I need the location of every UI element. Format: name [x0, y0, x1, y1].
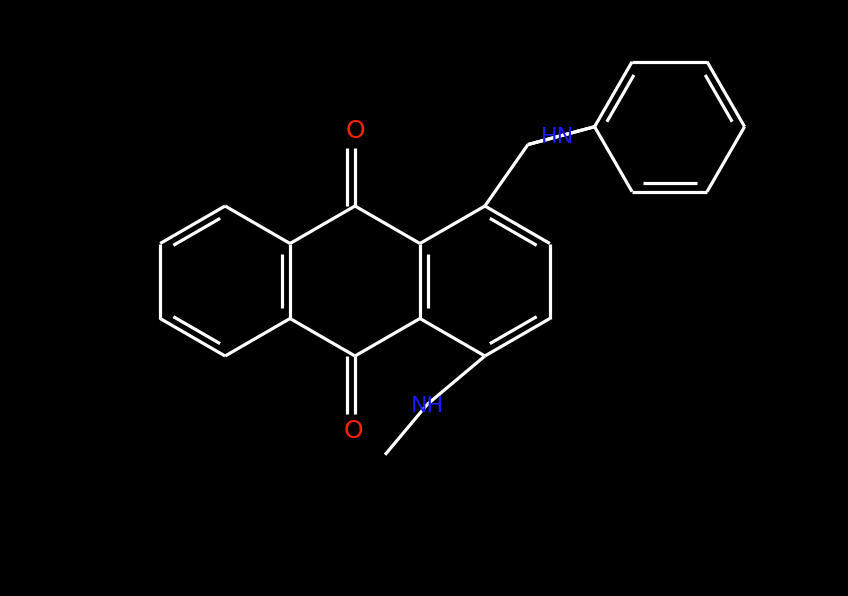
Text: NH: NH	[411, 396, 444, 416]
Text: O: O	[345, 119, 365, 142]
Text: HN: HN	[541, 126, 574, 147]
Text: O: O	[343, 420, 363, 443]
